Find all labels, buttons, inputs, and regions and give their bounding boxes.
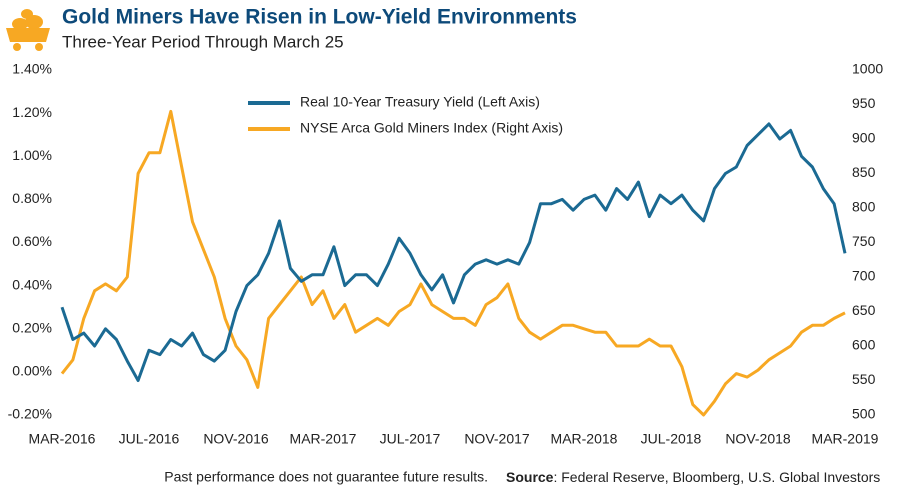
y2-tick-label: 800 <box>852 199 876 215</box>
y-tick-label: 0.80% <box>12 190 52 206</box>
source-text: : Federal Reserve, Bloomberg, U.S. Globa… <box>553 469 880 485</box>
y-tick-label: -0.20% <box>8 406 52 422</box>
chart-title: Gold Miners Have Risen in Low-Yield Envi… <box>62 6 577 29</box>
y2-tick-label: 850 <box>852 164 876 180</box>
x-tick-label: MAR-2017 <box>290 431 357 447</box>
y2-tick-label: 650 <box>852 302 876 318</box>
logo <box>6 9 50 51</box>
y2-tick-label: 500 <box>852 406 876 422</box>
y2-tick-label: 900 <box>852 130 876 146</box>
y2-tick-label: 550 <box>852 371 876 387</box>
x-tick-label: JUL-2017 <box>380 431 441 447</box>
footer-note: Past performance does not guarantee futu… <box>164 469 488 485</box>
x-tick-label: NOV-2018 <box>725 431 791 447</box>
y-tick-label: 1.00% <box>12 147 52 163</box>
x-tick-label: JUL-2018 <box>641 431 702 447</box>
y-tick-label: 1.40% <box>12 61 52 77</box>
x-tick-label: NOV-2017 <box>464 431 530 447</box>
legend-label: Real 10-Year Treasury Yield (Left Axis) <box>300 94 540 110</box>
x-tick-label: MAR-2016 <box>29 431 96 447</box>
y-tick-label: 0.20% <box>12 319 52 335</box>
y-tick-label: 0.40% <box>12 276 52 292</box>
source-label: Source <box>506 469 554 485</box>
y2-tick-label: 700 <box>852 268 876 284</box>
y-tick-label: 1.20% <box>12 104 52 120</box>
y-tick-label: 0.00% <box>12 363 52 379</box>
y2-tick-label: 600 <box>852 337 876 353</box>
source: Source: Federal Reserve, Bloomberg, U.S.… <box>506 469 880 485</box>
x-tick-label: JUL-2016 <box>119 431 180 447</box>
legend-label: NYSE Arca Gold Miners Index (Right Axis) <box>300 120 563 136</box>
y2-tick-label: 1000 <box>852 61 883 77</box>
chart-subtitle: Three-Year Period Through March 25 <box>62 32 344 51</box>
y2-tick-label: 950 <box>852 95 876 111</box>
line-series <box>60 122 847 382</box>
x-tick-label: MAR-2019 <box>812 431 879 447</box>
y2-tick-label: 750 <box>852 233 876 249</box>
x-tick-label: NOV-2016 <box>203 431 269 447</box>
y-tick-label: 0.60% <box>12 233 52 249</box>
x-tick-label: MAR-2018 <box>551 431 618 447</box>
line-series <box>60 109 846 417</box>
